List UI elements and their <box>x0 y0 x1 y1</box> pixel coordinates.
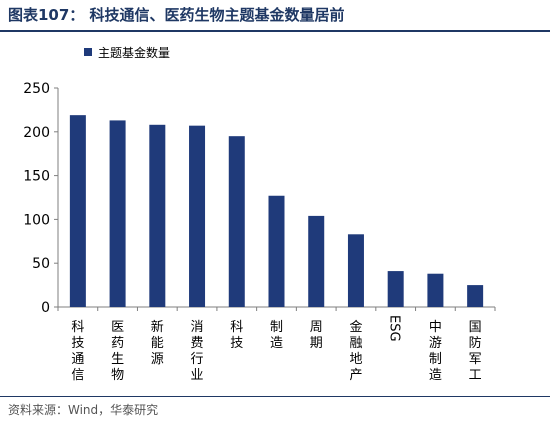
y-tick-label: 250 <box>23 81 50 97</box>
bar <box>109 120 126 307</box>
y-tick-label: 0 <box>41 300 50 316</box>
bar <box>149 124 166 308</box>
bar <box>69 115 86 307</box>
bar <box>347 234 364 307</box>
x-tick-label: 中游制造 <box>429 320 442 383</box>
y-tick-label: 150 <box>23 169 50 185</box>
y-tick-label: 100 <box>23 212 50 228</box>
source-note: 资料来源：Wind，华泰研究 <box>8 403 159 417</box>
bar <box>268 195 285 307</box>
x-tick-label: 国防军工 <box>469 320 482 383</box>
x-tick-label: 金融地产 <box>349 319 362 383</box>
x-tick-label: 科技 <box>230 320 243 351</box>
bar <box>189 125 206 307</box>
bars <box>69 115 484 308</box>
figure-title: 图表107： 科技通信、医药生物主题基金数量居前 <box>8 6 345 24</box>
x-tick-label: 制造 <box>270 320 283 351</box>
title-divider <box>0 30 550 32</box>
bar <box>308 215 325 307</box>
x-tick-label: 医药生物 <box>111 320 124 383</box>
legend-label: 主题基金数量 <box>98 45 170 60</box>
legend: 主题基金数量 <box>84 45 170 60</box>
x-tick-label: 消费行业 <box>191 320 204 383</box>
legend-swatch <box>84 48 92 56</box>
x-tick-label: 新能源 <box>151 319 164 367</box>
x-tick-label: 周期 <box>310 320 323 351</box>
footer-divider <box>0 396 550 397</box>
bar <box>387 271 404 307</box>
bar <box>228 136 245 307</box>
bar <box>427 273 444 307</box>
x-tick-label: ESG <box>387 315 402 342</box>
y-tick-label: 50 <box>32 256 50 272</box>
x-tick-label: 科技通信 <box>71 320 84 383</box>
bar <box>467 285 484 307</box>
y-axis: 0 50 100 150 200 250 <box>23 81 59 316</box>
y-tick-label: 200 <box>23 125 50 141</box>
